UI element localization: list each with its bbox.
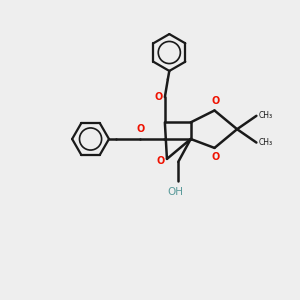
Text: O: O bbox=[212, 96, 220, 106]
Text: O: O bbox=[136, 124, 144, 134]
Text: OH: OH bbox=[168, 187, 184, 197]
Text: O: O bbox=[154, 92, 162, 102]
Text: CH₃: CH₃ bbox=[259, 111, 273, 120]
Text: CH₃: CH₃ bbox=[259, 138, 273, 147]
Text: O: O bbox=[156, 156, 164, 166]
Text: O: O bbox=[212, 152, 220, 162]
